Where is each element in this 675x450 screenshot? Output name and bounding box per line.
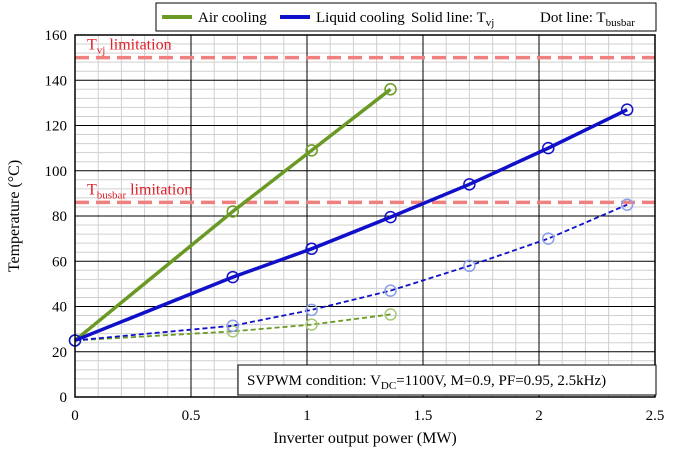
- liquid-solid-marker: [384, 210, 397, 224]
- legend: Air cooling Liquid cooling Solid line: T…: [155, 2, 657, 32]
- air-dotted-marker: [226, 325, 240, 338]
- air-solid-line: [73, 87, 392, 342]
- y-tick-label: 60: [52, 254, 67, 270]
- air-solid-marker: [226, 205, 240, 218]
- condition-note: SVPWM condition: VDC=1100V, M=0.9, PF=0.…: [237, 364, 657, 396]
- liquid-solid-marker: [620, 103, 634, 116]
- y-tick-label: 0: [60, 390, 68, 406]
- air-dotted-line: [74, 313, 391, 342]
- y-tick-label: 80: [52, 209, 67, 225]
- x-tick-label: 1: [303, 408, 311, 424]
- liquid-solid-line: [74, 108, 628, 343]
- limit-label-sub: busbar: [97, 189, 127, 201]
- y-tick-label: 120: [45, 119, 68, 135]
- air-dotted-marker: [305, 318, 318, 331]
- liquid-dotted-marker: [542, 232, 555, 245]
- series-group: [68, 83, 634, 347]
- limit-label-suffix: limitation: [126, 181, 192, 198]
- condition-sub: DC: [381, 380, 396, 392]
- x-tick-label: 1.5: [414, 408, 433, 424]
- liquid-solid-marker: [542, 141, 555, 155]
- x-tick-label: 0: [71, 408, 79, 424]
- limit-label-sub: vj: [97, 45, 106, 57]
- x-tick-label: 2: [535, 408, 543, 424]
- limit-label: Tbusbar limitation: [87, 181, 192, 201]
- plot-frame: [74, 34, 656, 398]
- x-axis-title: Inverter output power (MW): [273, 430, 457, 447]
- liquid-dotted-line: [74, 203, 628, 342]
- legend-dot-note: Dot line: Tbusbar: [540, 10, 635, 29]
- y-tick-label: 20: [52, 345, 67, 361]
- liquid-dotted-marker: [305, 303, 318, 317]
- legend-liquid-label: Liquid cooling: [316, 10, 405, 26]
- legend-dot-text: Dot line: T: [540, 10, 606, 26]
- y-tick-label: 40: [52, 300, 67, 316]
- y-axis-title: Temperature (°C): [6, 160, 23, 272]
- liquid-dotted-marker: [384, 284, 397, 297]
- legend-solid-note: Solid line: Tvj: [411, 10, 494, 29]
- air-solid-marker: [305, 144, 318, 157]
- y-tick-label: 160: [45, 28, 68, 44]
- tick-labels: 0 0.5 1 1.5 2 2.5 0 20 40 60 80 100 120 140 160: [45, 28, 665, 424]
- liquid-dotted-marker: [620, 198, 634, 211]
- condition-box: [237, 364, 657, 396]
- air-solid-marker: [384, 83, 397, 96]
- legend-solid-sub: vj: [486, 17, 495, 29]
- legend-solid-text: Solid line: T: [411, 10, 486, 26]
- condition-pre: SVPWM condition: V: [247, 373, 381, 389]
- legend-box: [155, 2, 657, 32]
- x-tick-label: 2.5: [646, 408, 665, 424]
- liquid-solid-marker: [463, 178, 476, 191]
- legend-air-label: Air cooling: [198, 10, 267, 26]
- condition-post: =1100V, M=0.9, PF=0.95, 2.5kHz): [396, 373, 606, 389]
- liquid-dotted-marker: [226, 319, 240, 332]
- limit-label: Tvj limitation: [87, 37, 172, 57]
- y-tick-label: 100: [45, 164, 68, 180]
- condition-text: SVPWM condition: VDC=1100V, M=0.9, PF=0.…: [247, 373, 606, 392]
- limit-label-suffix: limitation: [105, 37, 171, 54]
- liquid-dotted-marker: [463, 259, 476, 273]
- liquid-solid-marker: [305, 242, 318, 256]
- limit-label-prefix: T: [87, 37, 97, 54]
- x-tick-label: 0.5: [182, 408, 201, 424]
- legend-dot-sub: busbar: [606, 17, 636, 29]
- air-dotted-marker: [384, 308, 397, 321]
- liquid-solid-marker: [226, 270, 240, 284]
- y-tick-label: 140: [45, 73, 68, 89]
- limit-label-prefix: T: [87, 181, 97, 198]
